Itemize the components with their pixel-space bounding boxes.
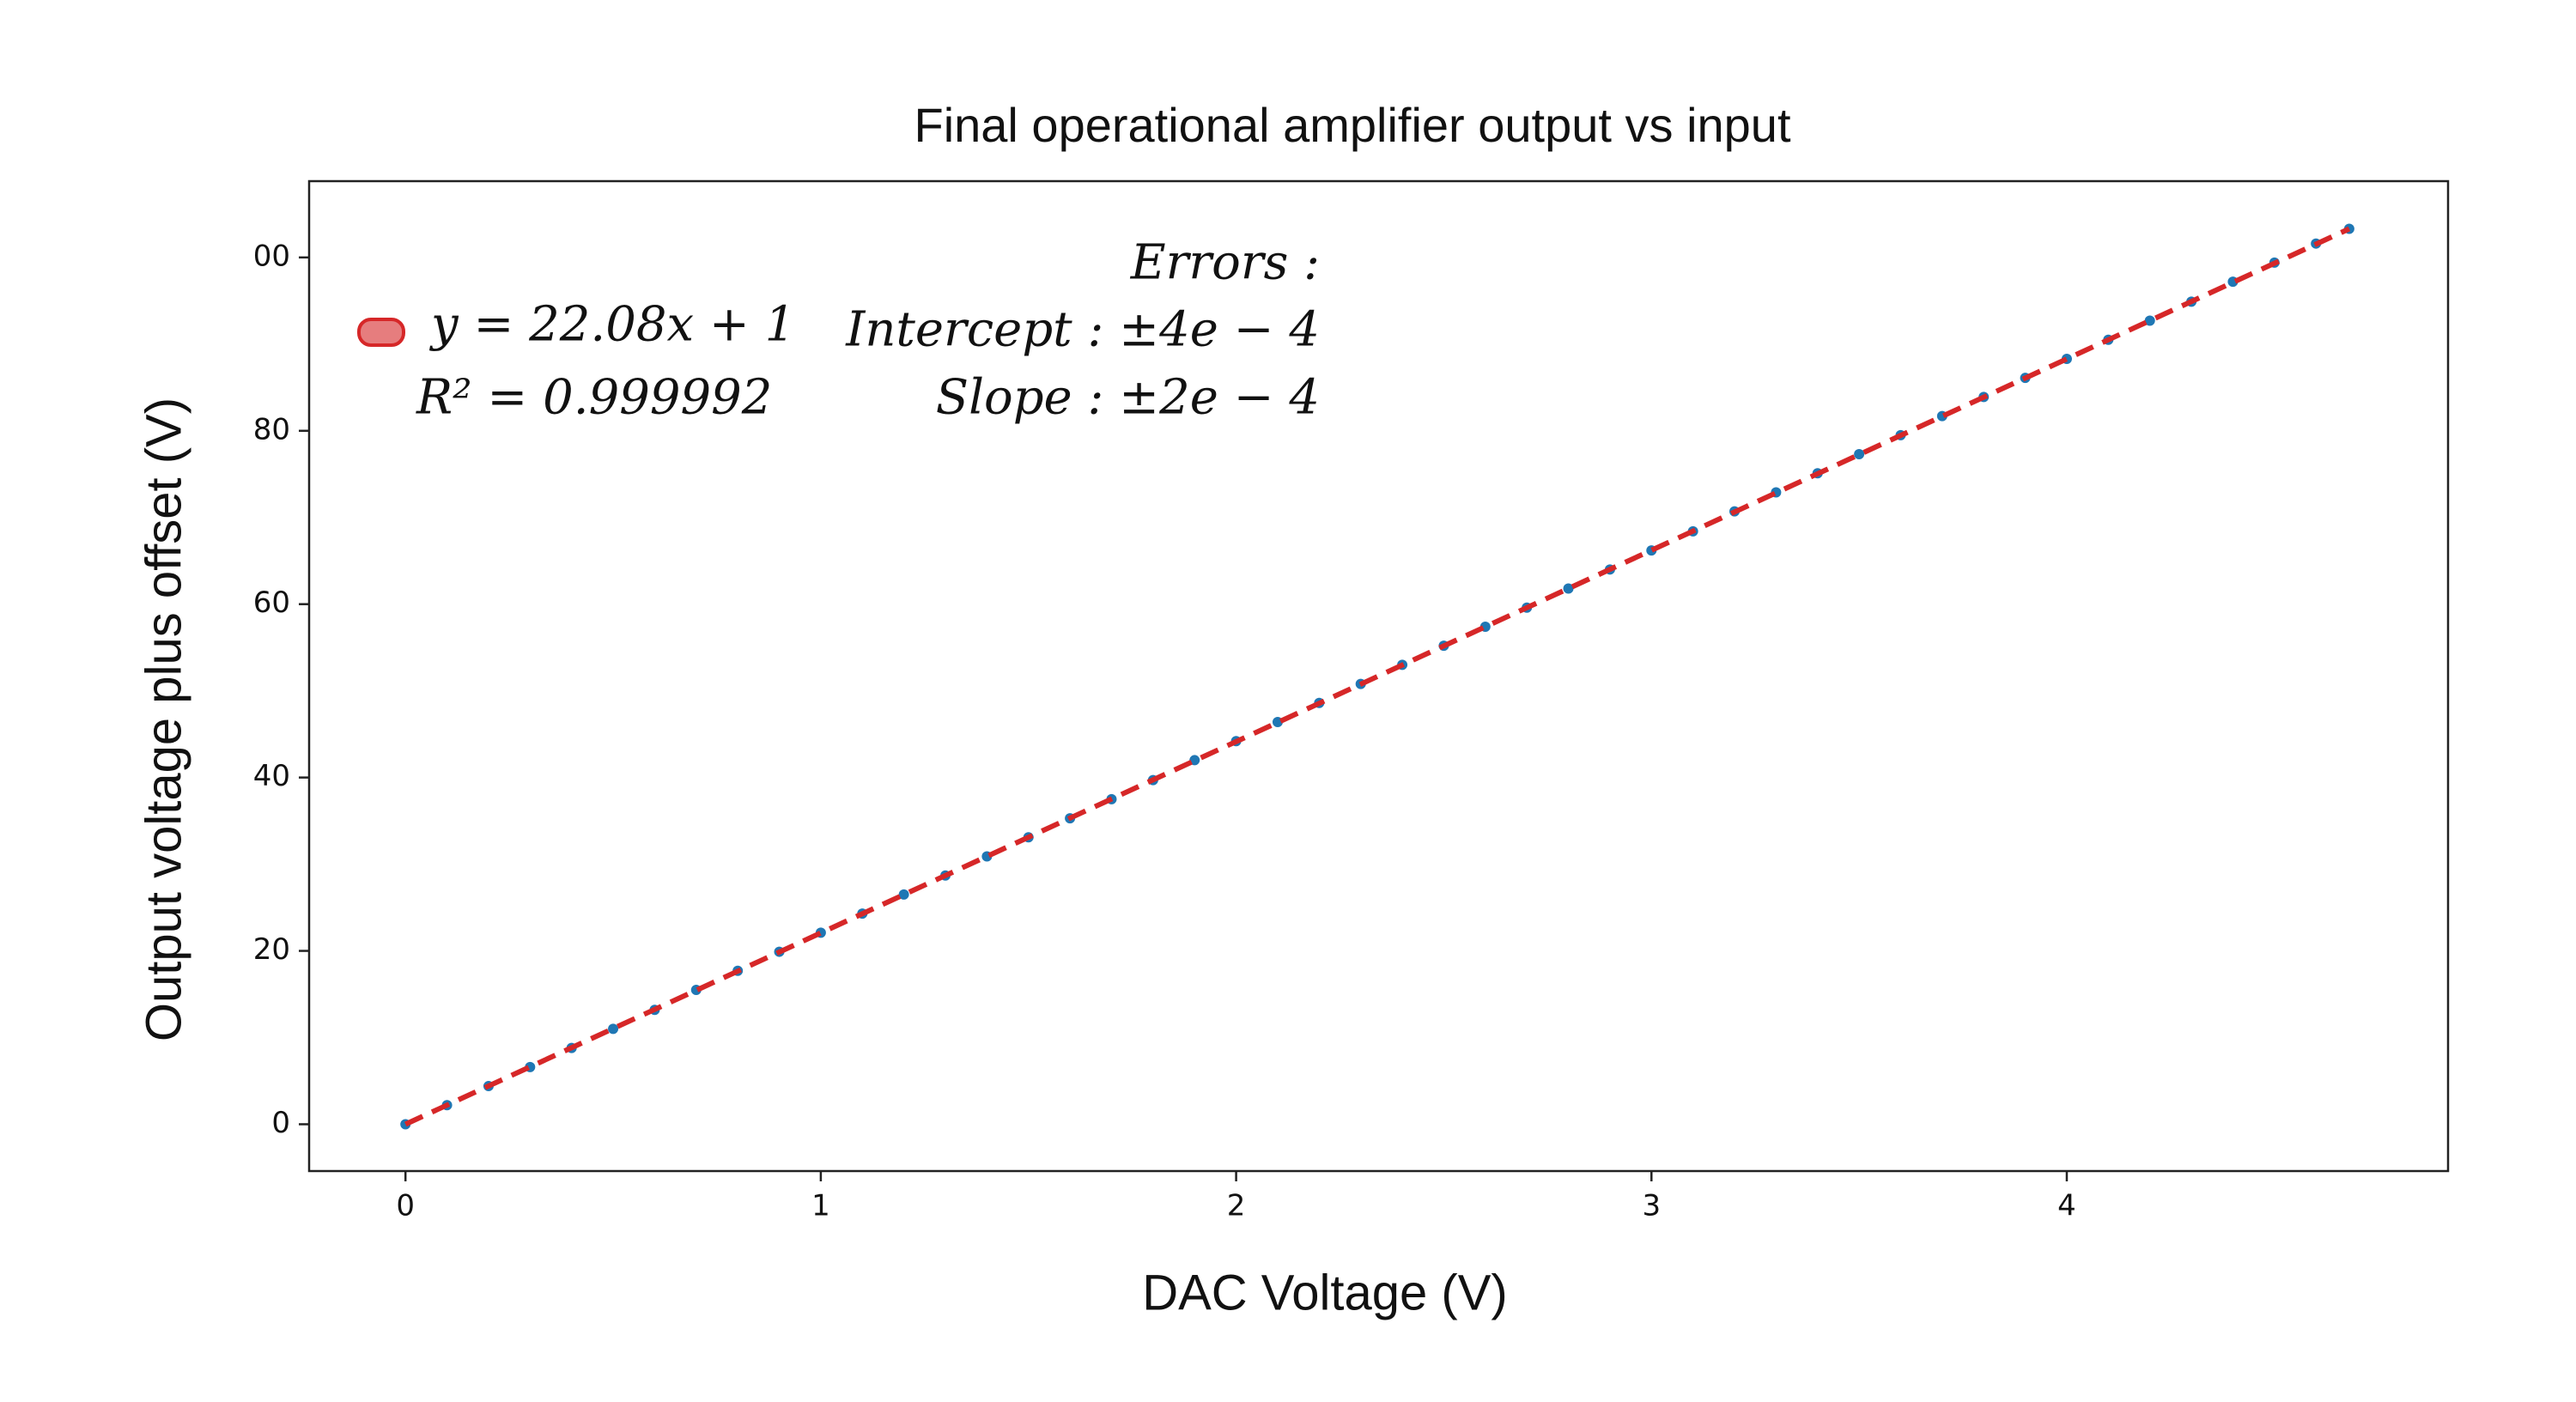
annotation: Intercept : ±4e − 4	[845, 302, 1320, 358]
y-axis-label: Output voltage plus offset (V)	[136, 398, 191, 1041]
data-point	[1854, 449, 1865, 460]
annotation: Slope : ±2e − 4	[936, 370, 1320, 426]
plot-area	[400, 223, 2354, 1130]
data-point	[2144, 315, 2155, 326]
x-axis-label: DAC Voltage (V)	[1142, 1265, 1508, 1320]
data-point	[608, 1023, 619, 1035]
annotation: Errors :	[1130, 235, 1320, 291]
data-point	[1563, 583, 1574, 594]
data-point	[898, 889, 909, 900]
data-point	[1189, 755, 1200, 766]
x-tick-label: 2	[1227, 1189, 1246, 1223]
y-tick-label: 0	[271, 1106, 290, 1140]
x-tick-label: 1	[811, 1189, 830, 1223]
annotation: R² = 0.999992	[416, 370, 772, 426]
chart-title: Final operational amplifier output vs in…	[914, 98, 1790, 152]
x-tick-label: 3	[1642, 1189, 1661, 1223]
y-tick-label: 20	[253, 932, 290, 967]
y-tick-label: 40	[253, 759, 290, 793]
y-tick-label: 80	[253, 412, 290, 446]
y-tick-label: 00	[253, 239, 290, 273]
fit-line	[404, 226, 2351, 1127]
legend-marker	[357, 318, 405, 347]
x-tick-label: 4	[2057, 1189, 2076, 1223]
legend-label: y = 22.08x + 1	[428, 297, 795, 353]
axes-frame	[307, 179, 2450, 1173]
x-tick-label: 0	[396, 1189, 415, 1223]
y-tick-label: 60	[253, 586, 290, 620]
